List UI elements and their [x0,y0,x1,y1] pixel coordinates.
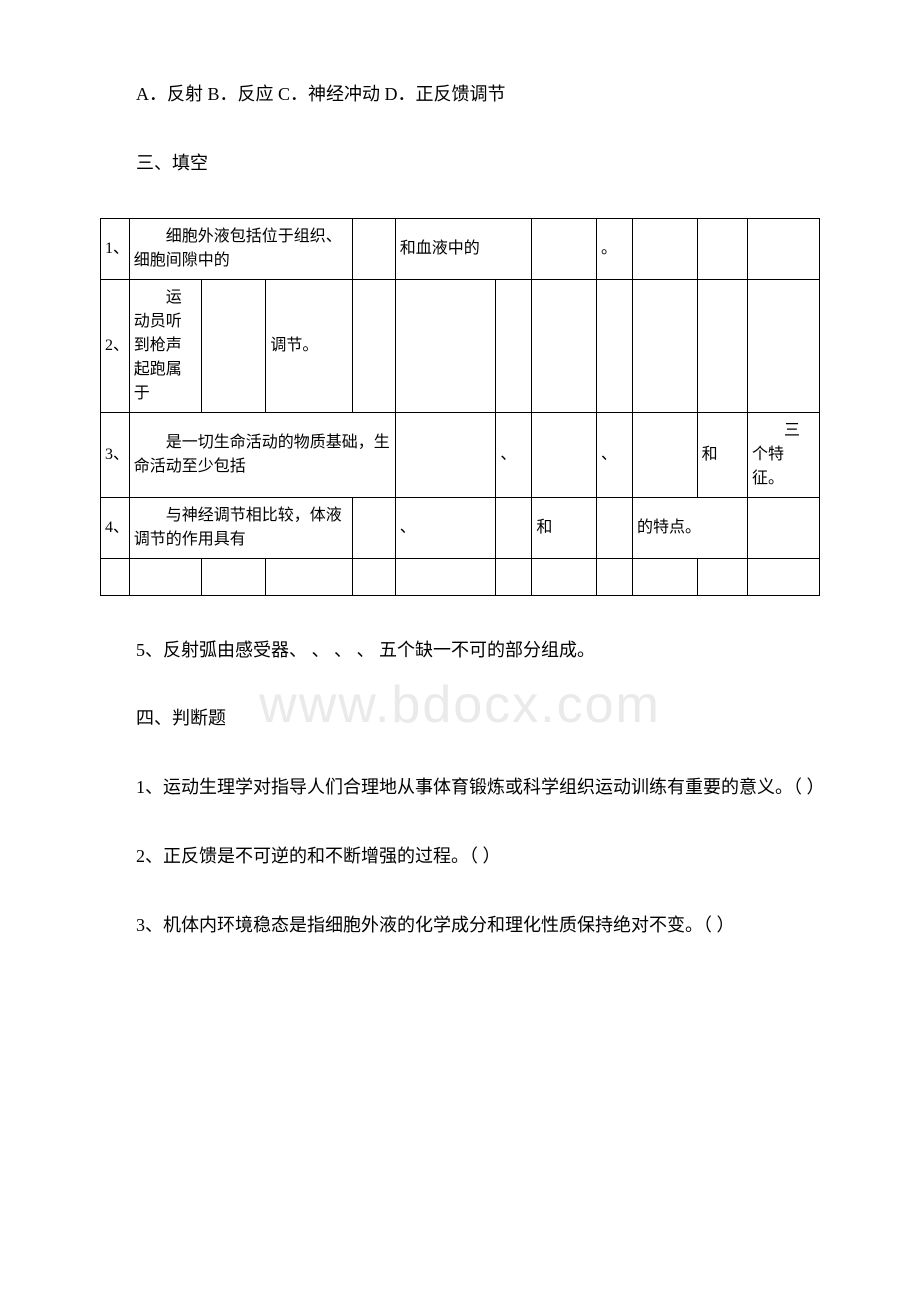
cell-text: 细胞外液包括位于组织、细胞间隙中的 [129,218,352,279]
cell-blank [748,218,820,279]
cell-blank [632,412,697,497]
cell-text: 和 [697,412,747,497]
cell-blank [697,558,747,595]
cell-blank [352,558,395,595]
cell-blank [532,218,597,279]
cell-text: 调节。 [266,279,352,412]
cell-blank [632,279,697,412]
cell-blank [748,497,820,558]
cell-blank [395,558,496,595]
table-row: 3、 是一切生命活动的物质基础，生命活动至少包括 、 、 和 三个特征。 [101,412,820,497]
cell-blank [597,279,633,412]
cell-text: 与神经调节相比较，体液调节的作用具有 [129,497,352,558]
document-body: A．反射 B．反应 C．神经冲动 D．正反馈调节 三、填空 1、 细胞外液包括位… [0,0,920,1020]
question-5: 5、反射弧由感受器、 、 、 、 五个缺一不可的部分组成。 [100,636,820,665]
cell-blank [532,558,597,595]
cell-blank [632,558,697,595]
table-row: 4、 与神经调节相比较，体液调节的作用具有 、 和 的特点。 [101,497,820,558]
cell-blank [201,279,266,412]
cell-blank [532,412,597,497]
cell-text: 运动员听到枪声起跑属于 [129,279,201,412]
cell-blank [748,558,820,595]
row-number: 4、 [101,497,130,558]
cell-text: 和 [532,497,597,558]
cell-blank [532,279,597,412]
cell-blank [632,218,697,279]
cell-text: 是一切生命活动的物质基础，生命活动至少包括 [129,412,395,497]
cell-blank [496,558,532,595]
cell-text: 。 [597,218,633,279]
cell-blank [201,558,266,595]
judge-q3: 3、机体内环境稳态是指细胞外液的化学成分和理化性质保持绝对不变。（ ） [100,911,820,940]
cell-blank [697,279,747,412]
cell-blank [496,497,532,558]
table-row: 1、 细胞外液包括位于组织、细胞间隙中的 和血液中的 。 [101,218,820,279]
cell-blank [748,279,820,412]
cell-blank [395,279,496,412]
cell-blank [395,412,496,497]
row-number: 2、 [101,279,130,412]
row-number: 3、 [101,412,130,497]
cell-text: 、 [597,412,633,497]
cell-text: 的特点。 [632,497,747,558]
table-row [101,558,820,595]
cell-blank [129,558,201,595]
cell-text: 、 [395,497,496,558]
section-heading-judge: 四、判断题 [100,704,820,733]
judge-q2: 2、正反馈是不可逆的和不断增强的过程。（ ） [100,842,820,871]
fill-blank-table: 1、 细胞外液包括位于组织、细胞间隙中的 和血液中的 。 2、 运动员听到枪声起… [100,218,820,596]
cell-blank [597,497,633,558]
cell-blank [101,558,130,595]
table-row: 2、 运动员听到枪声起跑属于 调节。 [101,279,820,412]
cell-blank [352,497,395,558]
row-number: 1、 [101,218,130,279]
cell-text: 三个特征。 [748,412,820,497]
cell-blank [266,558,352,595]
cell-blank [597,558,633,595]
judge-q1: 1、运动生理学对指导人们合理地从事体育锻炼或科学组织运动训练有重要的意义。（ ） [100,773,820,802]
section-heading-fill: 三、填空 [100,149,820,178]
cell-blank [352,279,395,412]
cell-text: 、 [496,412,532,497]
cell-blank [352,218,395,279]
mc-options: A．反射 B．反应 C．神经冲动 D．正反馈调节 [100,80,820,109]
cell-text: 和血液中的 [395,218,532,279]
cell-blank [496,279,532,412]
cell-blank [697,218,747,279]
